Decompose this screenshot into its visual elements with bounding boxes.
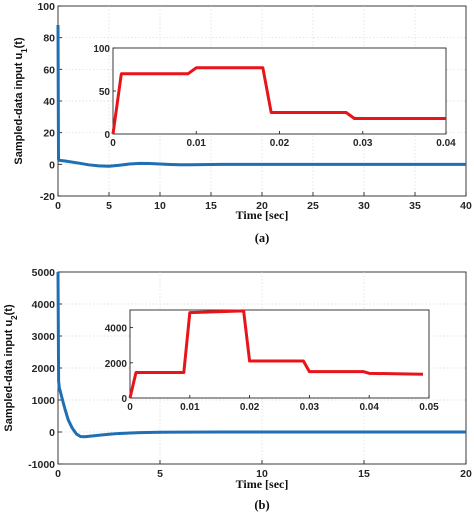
inset-x-tick-label: 0.04 <box>436 138 456 149</box>
inset-area-b <box>129 309 430 399</box>
y-tick-label: 40 <box>43 96 55 108</box>
x-tick-label: 15 <box>205 200 217 212</box>
y-tick-label: 4000 <box>32 299 56 311</box>
inset-x-tick-label: 0.03 <box>300 402 320 413</box>
y-tick-label: 0 <box>49 427 55 439</box>
y-tick-label: 60 <box>43 64 55 76</box>
inset-series-u2-line <box>128 309 424 399</box>
inset-y-tick-label: 2000 <box>105 359 128 370</box>
x-tick-label: 10 <box>256 468 268 480</box>
y-tick-label: 100 <box>37 1 55 13</box>
y-tick-label: 1000 <box>32 395 56 407</box>
x-tick-label: 25 <box>307 200 319 212</box>
caption-b: (b) <box>254 498 269 512</box>
inset-x-tick-label: 0.02 <box>240 402 260 413</box>
x-tick-label: 5 <box>157 468 163 480</box>
y-tick-label: -20 <box>40 191 55 203</box>
y-tick-label: -1000 <box>28 459 55 471</box>
inset-x-tick-label: 0.01 <box>187 138 207 149</box>
inset-x-tick-label: 0 <box>127 402 133 413</box>
inset-ticks-b: 0 0.01 0.02 0.03 0.04 0.05 0 2000 4000 <box>105 324 439 413</box>
inset-x-tick-label: 0.04 <box>359 402 379 413</box>
inset-series-u1-line <box>111 66 446 135</box>
x-tick-label: 40 <box>460 200 472 212</box>
inset-x-tick-label: 0 <box>110 138 116 149</box>
y-tick-label: 5000 <box>32 267 56 279</box>
y-tick-label: 20 <box>43 128 55 140</box>
inset-y-tick-label: 4000 <box>105 324 128 335</box>
inset-y-tick-label: 50 <box>99 87 111 98</box>
x-tick-label: 30 <box>358 200 370 212</box>
x-tick-label: 20 <box>460 468 472 480</box>
caption-a: (a) <box>255 231 270 245</box>
x-axis-label-a: Time [sec] <box>236 208 289 222</box>
inset-x-tick-label: 0.05 <box>419 402 439 413</box>
x-tick-label: 15 <box>358 468 370 480</box>
series-u2-line <box>56 271 466 439</box>
inset-y-tick-label: 0 <box>104 130 110 141</box>
inset-y-tick-label: 0 <box>121 394 127 405</box>
x-tick-label: 35 <box>409 200 421 212</box>
inset-y-tick-label: 100 <box>93 44 110 55</box>
y-tick-label: 2000 <box>32 363 56 375</box>
x-tick-label: 0 <box>55 200 61 212</box>
y-axis-label-b: Sampled-data input u2(t) <box>3 304 19 432</box>
x-tick-label: 10 <box>154 200 166 212</box>
y-tick-label: 80 <box>43 33 55 45</box>
inset-x-tick-label: 0.02 <box>270 138 290 149</box>
x-axis-label-b: Time [sec] <box>236 477 289 491</box>
series-u1-line <box>56 24 466 168</box>
inset-area-a <box>112 47 447 135</box>
y-axis-label-a: Sampled-data input u1(t) <box>13 37 29 165</box>
x-tick-label: 0 <box>55 468 61 480</box>
x-tick-label: 5 <box>106 200 112 212</box>
y-tick-label: 3000 <box>32 331 56 343</box>
x-tick-label: 20 <box>256 200 268 212</box>
inset-ticks-a: 0 0.01 0.02 0.03 0.04 0 50 100 <box>93 44 456 149</box>
inset-x-tick-label: 0.01 <box>180 402 200 413</box>
inset-x-tick-label: 0.03 <box>353 138 373 149</box>
y-tick-label: 0 <box>49 159 55 171</box>
